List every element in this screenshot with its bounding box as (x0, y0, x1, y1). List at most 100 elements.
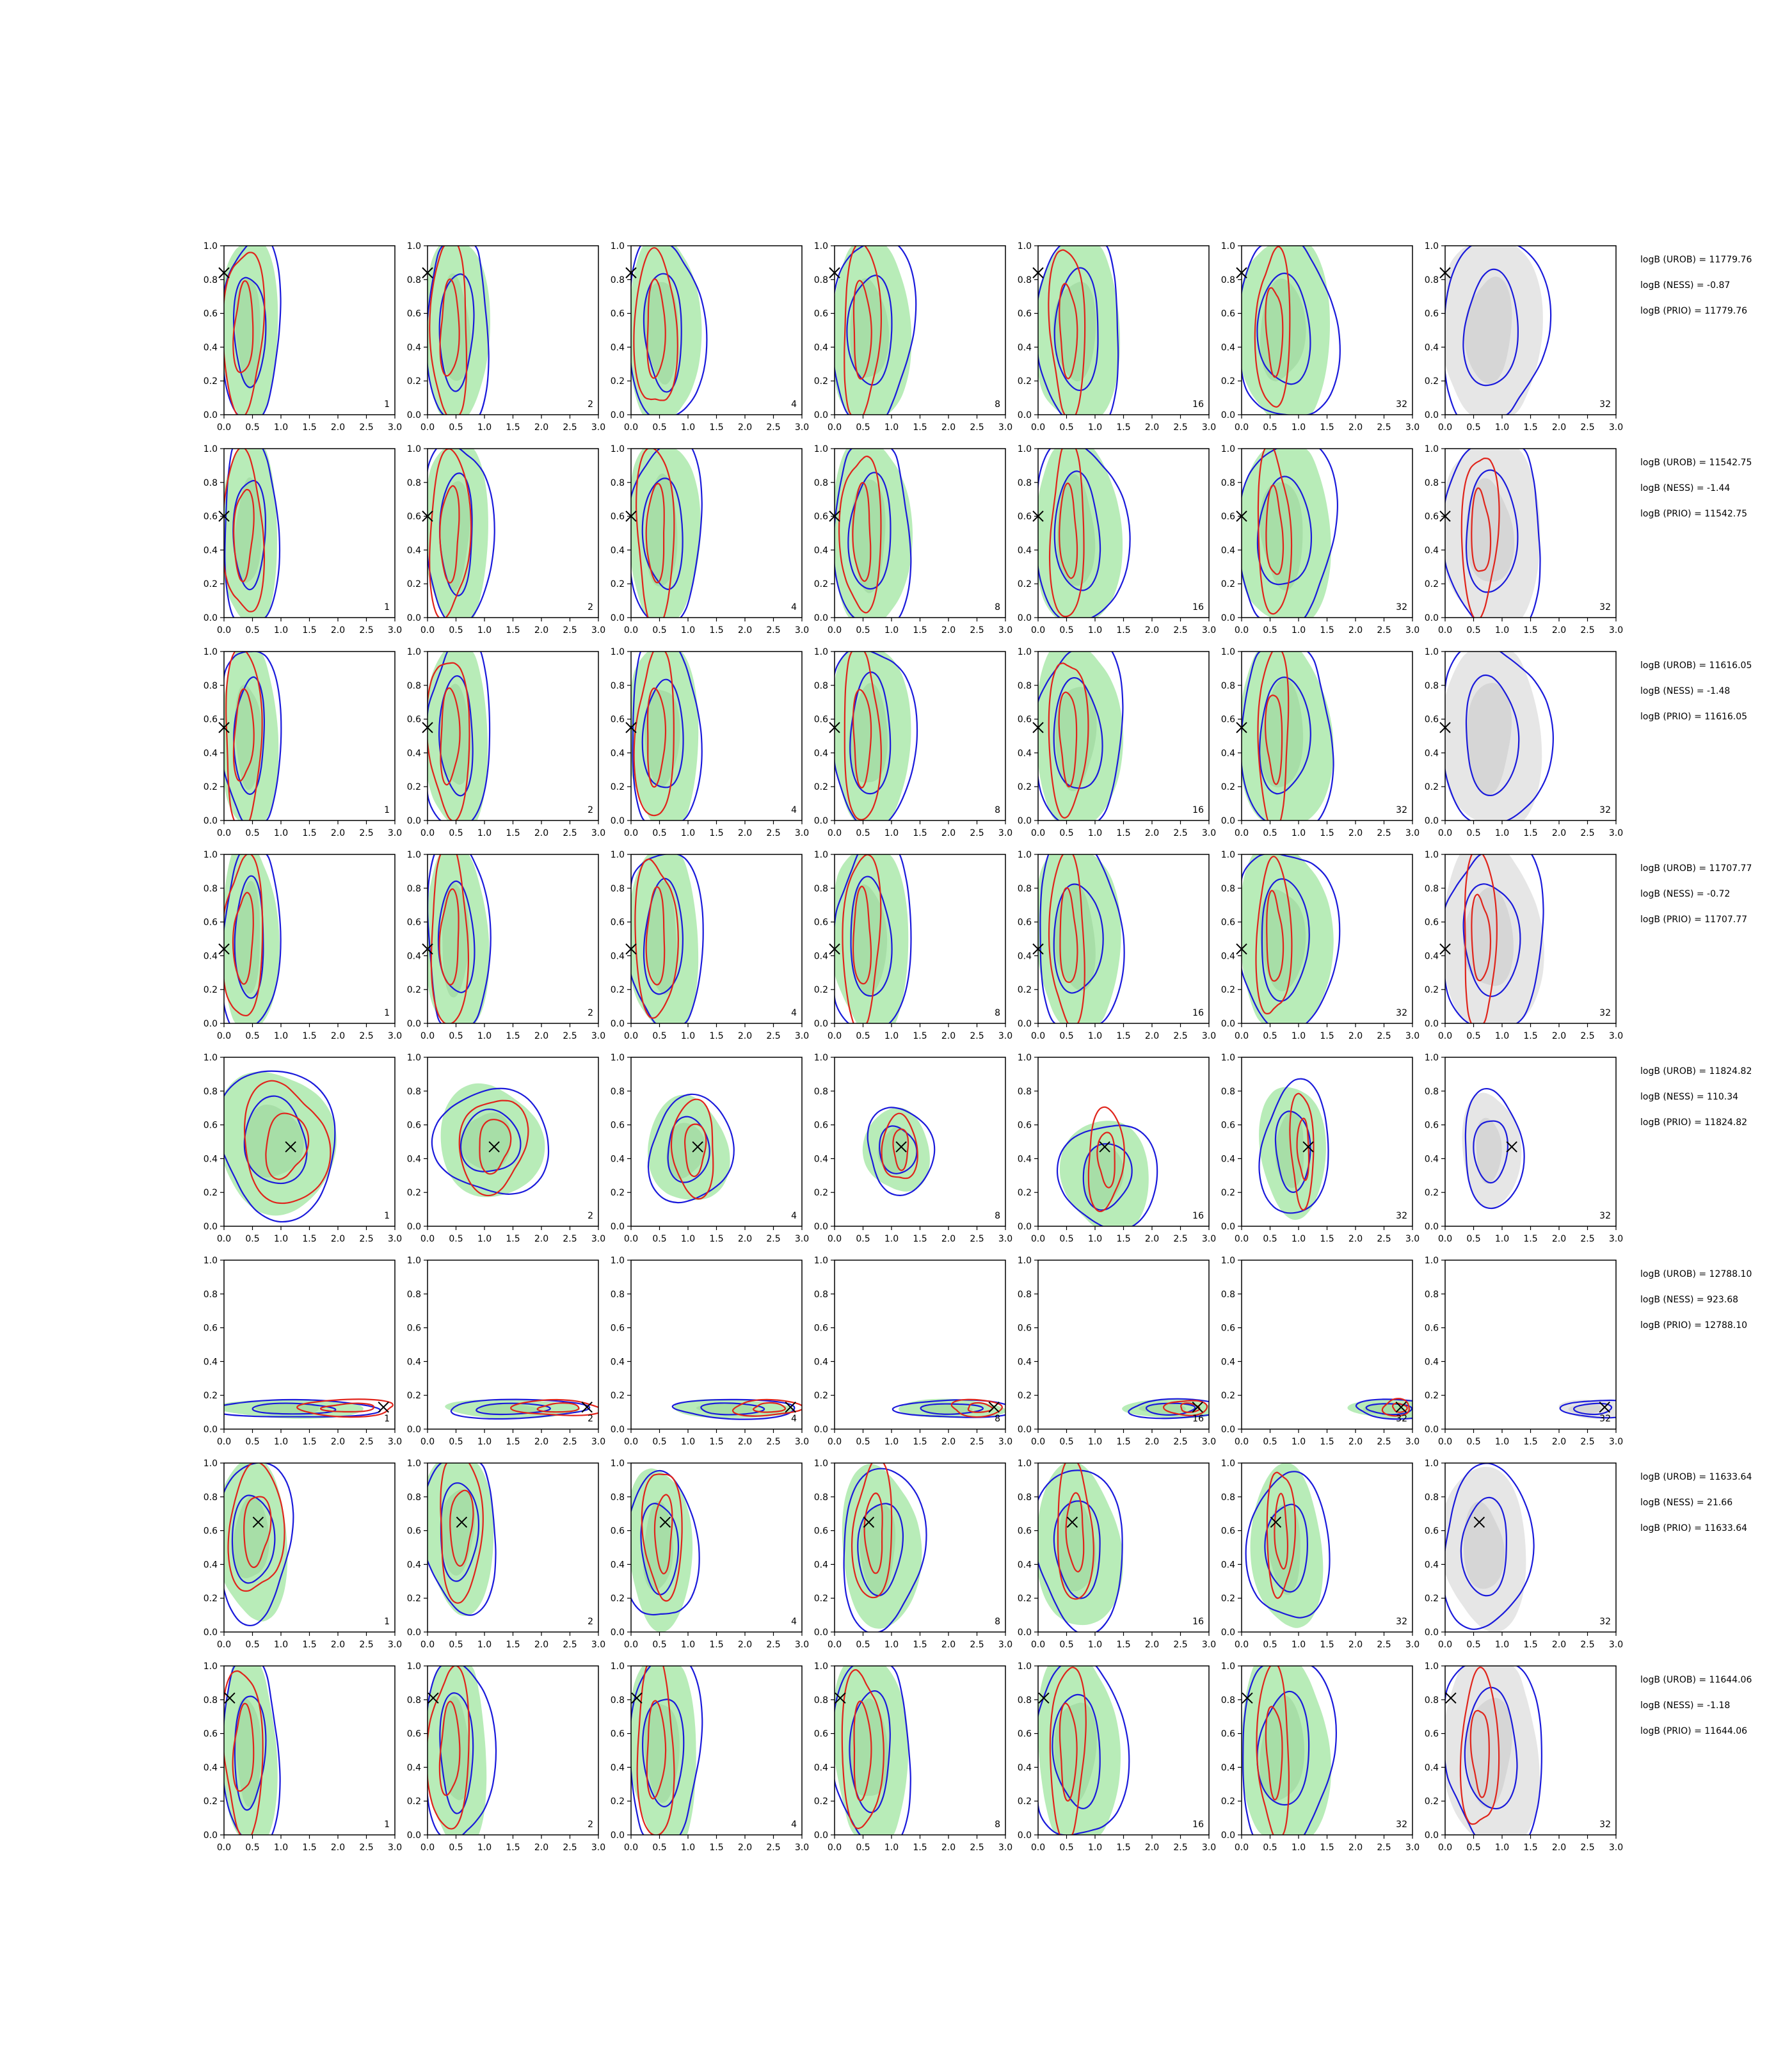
x-tick-label: 0.5 (1466, 1843, 1480, 1853)
y-tick-label: 1.0 (611, 1661, 625, 1672)
x-tick-label: 2.5 (359, 1843, 373, 1853)
x-tick-label: 2.5 (766, 422, 780, 433)
red-contour-outer (1460, 457, 1500, 618)
panel-r4-c7: 0.0 0.5 1.0 1.5 2.0 2.5 3.0 0.0 0.2 0.4 0.6 0.8 1.0 3… (1425, 850, 1623, 1041)
x-tick-label: 1.0 (681, 1234, 695, 1244)
red-contour-inner (645, 886, 666, 986)
panel-r5-c6: 0.0 0.5 1.0 1.5 2.0 2.5 3.0 0.0 0.2 0.4 0.6 0.8 1.0 3… (1221, 1053, 1420, 1244)
x-tick-label: 1.5 (1523, 1843, 1537, 1853)
y-tick-label: 0.4 (1221, 545, 1235, 556)
x-tick-label: 3.0 (998, 1640, 1012, 1650)
density-fill-inner (644, 689, 680, 788)
x-tick-label: 3.0 (1202, 828, 1216, 838)
x-tick-label: 2.0 (331, 1843, 345, 1853)
logB-stat: logB (NESS) = -0.72 (1640, 889, 1730, 899)
blue-contour-outer (1128, 1398, 1209, 1420)
y-tick-label: 0.4 (611, 1763, 625, 1773)
panel-plot-area (862, 1107, 936, 1197)
y-tick-label: 1.0 (814, 647, 828, 657)
y-tick-label: 0.4 (1221, 1763, 1235, 1773)
logB-stat: logB (UROB) = 11542.75 (1640, 458, 1752, 468)
y-tick-label: 0.4 (1425, 1560, 1439, 1570)
y-tick-label: 1.0 (204, 241, 218, 252)
x-tick-label: 2.5 (1580, 1640, 1594, 1650)
red-contour-inner (645, 483, 665, 584)
x-tick-label: 0.5 (1059, 828, 1073, 838)
y-tick-label: 0.0 (1018, 1830, 1032, 1841)
y-tick-label: 0.8 (1221, 1290, 1235, 1300)
x-tick-label: 0.5 (449, 625, 463, 636)
panel-plot-area (835, 1666, 911, 1835)
y-tick-label: 0.6 (611, 1121, 625, 1131)
y-tick-label: 0.6 (611, 1729, 625, 1740)
y-tick-label: 0.0 (814, 1830, 828, 1841)
blue-contour-outer (835, 652, 918, 820)
x-tick-label: 2.5 (1173, 1843, 1187, 1853)
panel-corner-label: 2 (588, 1820, 593, 1830)
y-tick-label: 0.8 (814, 1695, 828, 1706)
red-contour-inner (852, 280, 872, 380)
y-tick-label: 0.8 (204, 478, 218, 488)
y-tick-label: 0.6 (1018, 309, 1032, 319)
y-tick-label: 1.0 (1018, 1256, 1032, 1266)
x-tick-label: 2.5 (1173, 625, 1187, 636)
panel-corner-label: 32 (1599, 1617, 1611, 1627)
panel-plot-area (1038, 246, 1121, 415)
y-tick-label: 0.2 (407, 1188, 421, 1198)
panel-plot-area (1462, 1088, 1525, 1210)
y-tick-label: 0.6 (1221, 512, 1235, 522)
panel-plot-area (445, 1398, 598, 1420)
y-tick-label: 0.4 (814, 1560, 828, 1570)
x-tick-label: 2.5 (1377, 828, 1391, 838)
x-tick-label: 2.5 (1173, 1437, 1187, 1447)
y-tick-label: 1.0 (1425, 241, 1439, 252)
true-value-marker (285, 1141, 296, 1153)
x-tick-label: 1.0 (274, 1234, 288, 1244)
y-tick-label: 0.6 (204, 1324, 218, 1334)
x-tick-label: 3.0 (1405, 625, 1420, 636)
y-tick-label: 0.0 (204, 613, 218, 623)
y-tick-label: 0.0 (204, 1830, 218, 1841)
y-tick-label: 1.0 (1221, 1256, 1235, 1266)
y-tick-label: 1.0 (407, 647, 421, 657)
panel-corner-label: 32 (1599, 1008, 1611, 1018)
panel-r3-c7: 0.0 0.5 1.0 1.5 2.0 2.5 3.0 0.0 0.2 0.4 0.6 0.8 1.0 3… (1425, 647, 1623, 838)
red-contour-inner (852, 482, 872, 582)
y-tick-label: 0.2 (1018, 1188, 1032, 1198)
logB-stat: logB (PRIO) = 11779.76 (1640, 306, 1747, 316)
y-tick-label: 0.2 (1018, 1391, 1032, 1401)
y-tick-label: 0.2 (611, 1594, 625, 1604)
y-tick-label: 0.2 (1425, 1796, 1439, 1807)
x-tick-label: 1.0 (1088, 1437, 1102, 1447)
y-tick-label: 1.0 (611, 1256, 625, 1266)
y-tick-label: 0.0 (1221, 1425, 1235, 1435)
x-tick-label: 3.0 (388, 1843, 402, 1853)
true-value-marker (1302, 1141, 1314, 1153)
density-fill-inner (235, 684, 262, 790)
y-tick-label: 1.0 (1425, 1661, 1439, 1672)
x-tick-label: 1.5 (302, 1234, 316, 1244)
blue-contour-outer (428, 854, 492, 1023)
logB-stat: logB (UROB) = 11644.06 (1640, 1675, 1752, 1685)
y-tick-label: 0.2 (1221, 1391, 1235, 1401)
x-tick-label: 2.0 (941, 1843, 956, 1853)
panel-r6-c4: 0.0 0.5 1.0 1.5 2.0 2.5 3.0 0.0 0.2 0.4 0.6 0.8 1.0 8 (814, 1256, 1012, 1447)
x-tick-label: 1.0 (1495, 1640, 1509, 1650)
x-tick-label: 1.0 (1292, 1640, 1306, 1650)
y-tick-label: 0.2 (204, 1391, 218, 1401)
blue-contour-inner (1053, 883, 1104, 994)
panel-r1-c7: 0.0 0.5 1.0 1.5 2.0 2.5 3.0 0.0 0.2 0.4 0.6 0.8 1.0 3… (1425, 241, 1623, 433)
x-tick-label: 3.0 (1405, 1843, 1420, 1853)
red-contour-outer (225, 652, 263, 820)
red-contour-outer (1257, 449, 1293, 615)
x-tick-label: 0.5 (856, 1234, 870, 1244)
x-tick-label: 1.0 (884, 1640, 899, 1650)
x-tick-label: 1.0 (274, 1640, 288, 1650)
red-contour-outer (732, 1398, 802, 1417)
red-contour-inner (1096, 1132, 1116, 1188)
y-tick-label: 0.0 (1425, 1019, 1439, 1029)
panel-corner-label: 2 (588, 1617, 593, 1627)
blue-contour-inner (1465, 469, 1519, 593)
y-tick-label: 0.0 (611, 1425, 625, 1435)
blue-contour-outer (671, 1398, 796, 1420)
